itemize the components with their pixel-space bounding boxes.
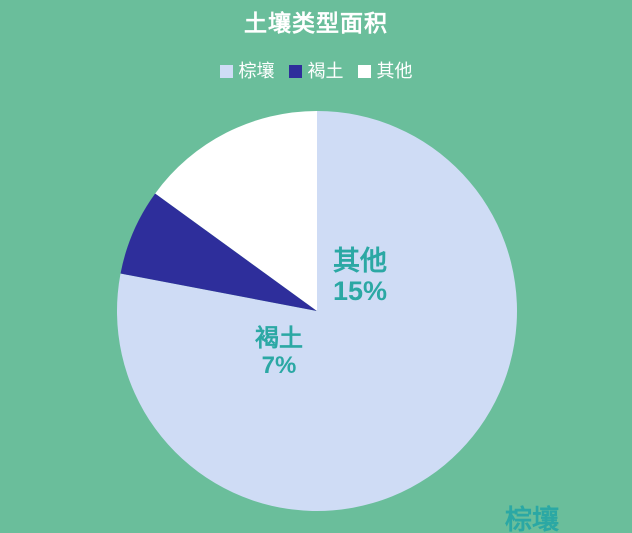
page-title: 土壤类型面积: [244, 10, 388, 36]
slice-label-brown-earth: 褐土 7%: [227, 325, 331, 380]
legend-item-label: 棕壤: [238, 61, 275, 81]
pie-slice[interactable]: [120, 193, 317, 311]
pie-chart: 其他 15% 褐土 7% 棕壤 78%: [114, 108, 559, 533]
legend-item-brown-earth[interactable]: 褐土: [288, 60, 344, 82]
legend-item-label: 其他: [376, 61, 413, 81]
square-swatch-icon: [219, 64, 233, 78]
legend-item-label: 褐土: [307, 61, 344, 81]
slice-label-other: 其他 15%: [300, 246, 420, 306]
legend-item-brown-soil[interactable]: 棕壤: [219, 60, 275, 82]
pie-slice[interactable]: [155, 111, 317, 311]
chart-legend: 棕壤 褐土 其他: [0, 60, 632, 82]
pie-slice[interactable]: [116, 111, 517, 511]
slice-label-name: 棕壤: [505, 505, 559, 533]
slice-label-name: 其他: [333, 246, 387, 276]
slice-label-name: 褐土: [255, 325, 303, 352]
square-swatch-icon: [288, 64, 302, 78]
slice-label-value: 7%: [261, 351, 297, 379]
legend-item-other[interactable]: 其他: [357, 60, 413, 82]
square-swatch-icon: [357, 64, 371, 78]
pie-chart-svg: [116, 111, 517, 511]
slice-label-value: 15%: [332, 276, 388, 307]
slice-label-brown-soil: 棕壤 78%: [472, 505, 592, 533]
